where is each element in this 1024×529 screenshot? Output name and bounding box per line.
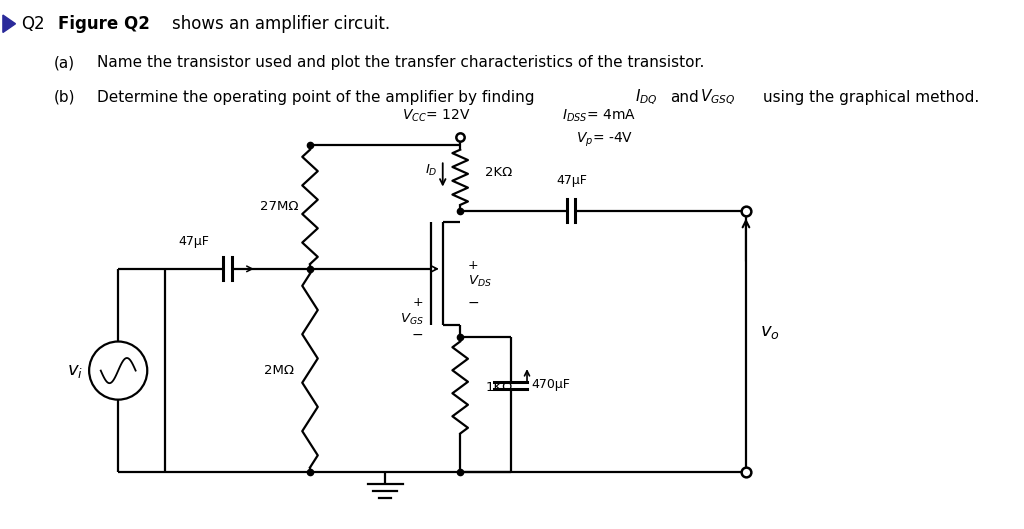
Text: $I_{DQ}$: $I_{DQ}$ [635, 88, 657, 107]
Text: $V_p$= -4V: $V_p$= -4V [577, 131, 634, 149]
Text: Figure Q2: Figure Q2 [58, 15, 150, 33]
Text: 47μF: 47μF [178, 234, 209, 248]
Text: $I_{DSS}$= 4mA: $I_{DSS}$= 4mA [562, 107, 636, 124]
Text: Name the transistor used and plot the transfer characteristics of the transistor: Name the transistor used and plot the tr… [97, 55, 705, 70]
Text: +: + [413, 296, 423, 309]
Text: $V_{GSQ}$: $V_{GSQ}$ [700, 88, 736, 107]
Text: Determine the operating point of the amplifier by finding: Determine the operating point of the amp… [97, 90, 540, 105]
Text: 2KΩ: 2KΩ [485, 167, 513, 179]
Text: −: − [468, 296, 479, 310]
Text: $\boldsymbol{v_o}$: $\boldsymbol{v_o}$ [761, 323, 780, 341]
Text: shows an amplifier circuit.: shows an amplifier circuit. [172, 15, 390, 33]
Text: $I_D$: $I_D$ [425, 162, 437, 178]
Text: and: and [671, 90, 699, 105]
Text: $V_{CC}$= 12V: $V_{CC}$= 12V [402, 107, 471, 124]
Text: 2MΩ: 2MΩ [264, 364, 294, 377]
Text: 27MΩ: 27MΩ [260, 200, 298, 213]
Polygon shape [3, 15, 15, 32]
Text: 47μF: 47μF [556, 175, 587, 187]
Text: 1KΩ: 1KΩ [485, 381, 513, 394]
Text: $\boldsymbol{v_i}$: $\boldsymbol{v_i}$ [67, 362, 83, 380]
Text: +: + [468, 259, 478, 272]
Text: $V_{GS}$: $V_{GS}$ [399, 312, 423, 327]
Text: $V_{DS}$: $V_{DS}$ [468, 274, 492, 289]
Text: using the graphical method.: using the graphical method. [764, 90, 980, 105]
Text: (b): (b) [53, 90, 75, 105]
Text: (a): (a) [53, 55, 75, 70]
Text: −: − [412, 328, 423, 342]
Text: Q2: Q2 [22, 15, 45, 33]
Text: 470μF: 470μF [531, 378, 570, 391]
